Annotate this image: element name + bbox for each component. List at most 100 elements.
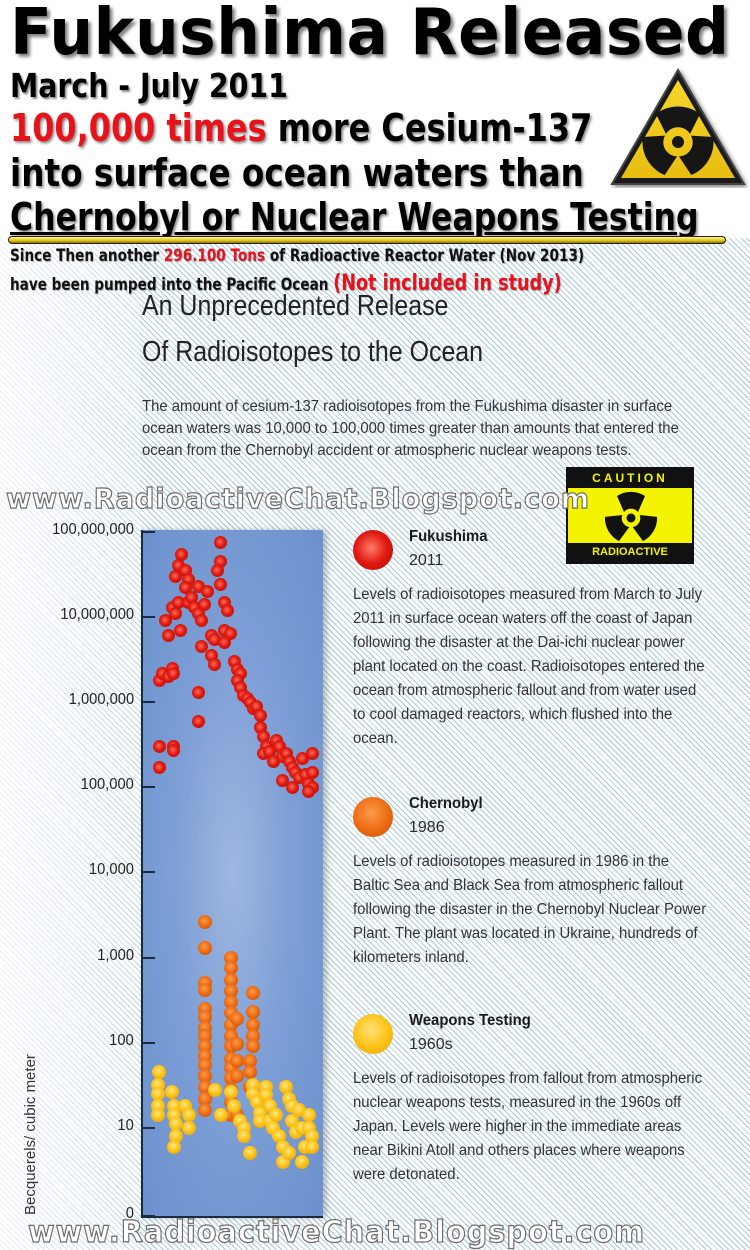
- fukushima-data-point: [214, 578, 228, 592]
- chernobyl-data-point: [197, 1103, 212, 1118]
- section-title-line2: Of Radioisotopes to the Ocean: [142, 336, 484, 368]
- y-axis-tick: [141, 531, 155, 533]
- headline-underline-bar: [8, 236, 726, 244]
- fukushima-data-point: [211, 564, 225, 578]
- chernobyl-data-point: [197, 940, 212, 955]
- caution-radioactive-sign: CAUTION RADIOACTIVE: [566, 467, 694, 564]
- weapons-testing-data-point: [295, 1154, 310, 1169]
- fukushima-data-point: [253, 708, 267, 722]
- y-axis-tick: [141, 871, 155, 874]
- headline-line5: Chernobyl or Nuclear Weapons Testing: [10, 195, 699, 239]
- weapons-testing-data-point: [214, 1108, 229, 1123]
- radiation-warning-triangle-icon: [610, 68, 746, 185]
- chernobyl-data-point: [223, 984, 238, 999]
- weapons-testing-data-point: [243, 1146, 258, 1161]
- fukushima-data-point: [159, 614, 173, 628]
- chernobyl-data-point: [243, 1065, 258, 1080]
- weapons-testing-data-point: [282, 1146, 297, 1161]
- fukushima-data-point: [217, 636, 231, 650]
- legend-series-name: Fukushima: [409, 528, 488, 545]
- fukushima-data-point: [266, 755, 280, 769]
- y-axis-title: Becquerels/ cubic meter: [22, 1054, 39, 1215]
- chernobyl-data-point: [246, 986, 261, 1001]
- legend-series-year: 1960s: [409, 1036, 453, 1053]
- subheadline-1-text-b: of Radioactive Reactor Water (Nov 2013): [265, 246, 585, 266]
- fukushima-data-point: [162, 629, 176, 643]
- y-axis-tick: [141, 1215, 155, 1217]
- chernobyl-legend-marker-icon: [353, 797, 393, 837]
- caution-label: CAUTION: [568, 469, 692, 488]
- legend-series-description: Levels of radioisotopes measured in 1986…: [353, 853, 707, 966]
- y-axis-tick-label: 100: [109, 1031, 134, 1049]
- headline-title: Fukushima Released: [10, 0, 730, 70]
- legend-series-year: 1986: [409, 819, 445, 836]
- chernobyl-data-point: [197, 1057, 212, 1072]
- weapons-testing-data-point: [168, 1117, 183, 1132]
- fukushima-data-point: [152, 761, 166, 775]
- chernobyl-data-point: [246, 1028, 261, 1043]
- fukushima-data-point: [191, 579, 205, 593]
- weapons-testing-data-point: [152, 1065, 167, 1080]
- subheadline-1-highlight: 296.100 Tons: [163, 246, 266, 266]
- weapons-testing-data-point: [272, 1128, 287, 1143]
- subheadline-1: Since Then another 296.100 Tons of Radio…: [10, 246, 584, 266]
- chernobyl-data-point: [230, 1011, 245, 1026]
- headline-dates: March - July 2011: [10, 66, 288, 105]
- fukushima-data-point: [191, 714, 205, 728]
- headline-line3-rest: more Cesium-137: [266, 106, 593, 150]
- fukushima-data-point: [214, 536, 228, 550]
- fukushima-data-point: [256, 729, 270, 743]
- chernobyl-data-point: [246, 1039, 261, 1054]
- y-axis-tick: [141, 1041, 155, 1044]
- chernobyl-data-point: [246, 1004, 261, 1019]
- fukushima-data-point: [201, 584, 215, 598]
- weapons-testing-data-point: [259, 1088, 274, 1103]
- y-axis-tick: [141, 786, 155, 789]
- y-axis-tick-label: 10: [117, 1116, 134, 1134]
- radiation-trefoil-icon: [604, 491, 658, 542]
- section-title-line1: An Unprecedented Release: [142, 290, 449, 322]
- y-axis-tick-label: 100,000,000: [52, 521, 134, 538]
- section-intro: The amount of cesium-137 radioisotopes f…: [142, 398, 679, 459]
- fukushima-data-point: [167, 744, 181, 758]
- headline-line4: into surface ocean waters than: [10, 151, 584, 195]
- fukushima-data-point: [152, 740, 166, 754]
- chernobyl-data-point: [223, 961, 238, 976]
- weapons-testing-legend-marker-icon: [353, 1014, 393, 1054]
- weapons-testing-data-point: [227, 1098, 241, 1113]
- subheadline-2-highlight: (Not included in study): [333, 271, 562, 296]
- fukushima-data-point: [185, 590, 199, 604]
- chernobyl-data-point: [230, 1054, 245, 1069]
- chernobyl-data-point: [223, 994, 238, 1009]
- chernobyl-data-point: [197, 1069, 212, 1084]
- scatter-plot-area: [141, 530, 323, 1218]
- hatched-background-fade: [0, 238, 140, 1250]
- fukushima-legend-marker-icon: [353, 530, 393, 570]
- legend-series-year: 2011: [409, 552, 444, 569]
- fukushima-data-point: [207, 657, 221, 671]
- headline-line3: 100,000 times more Cesium-137: [10, 106, 592, 150]
- fukushima-data-point: [207, 632, 221, 646]
- weapons-testing-data-point: [269, 1108, 284, 1123]
- fukushima-data-point: [295, 751, 309, 765]
- weapons-testing-data-point: [301, 1108, 316, 1123]
- watermark-bottom: www.RadioactiveChat.Blogspot.com: [27, 1214, 646, 1250]
- weapons-testing-data-point: [304, 1139, 319, 1154]
- y-axis-tick-label: 100,000: [80, 776, 134, 794]
- fukushima-data-point: [168, 569, 182, 583]
- chernobyl-data-point: [197, 1009, 212, 1024]
- weapons-testing-data-point: [207, 1082, 222, 1097]
- chernobyl-data-point: [197, 1028, 212, 1043]
- y-axis-tick: [141, 701, 155, 704]
- fukushima-data-point: [194, 614, 208, 628]
- fukushima-data-point: [191, 686, 205, 699]
- fukushima-data-point: [172, 595, 186, 609]
- subheadline-1-text-a: Since Then another: [10, 246, 164, 266]
- weapons-testing-data-point: [236, 1128, 251, 1143]
- weapons-testing-data-point: [278, 1080, 293, 1095]
- y-axis-tick-label: 10,000,000: [60, 606, 134, 624]
- weapons-testing-data-point: [304, 1128, 319, 1143]
- legend-series-description: Levels of radioisotopes from fallout fro…: [353, 1070, 703, 1183]
- chernobyl-data-point: [243, 1054, 258, 1069]
- y-axis-tick-label: 1,000,000: [68, 691, 134, 709]
